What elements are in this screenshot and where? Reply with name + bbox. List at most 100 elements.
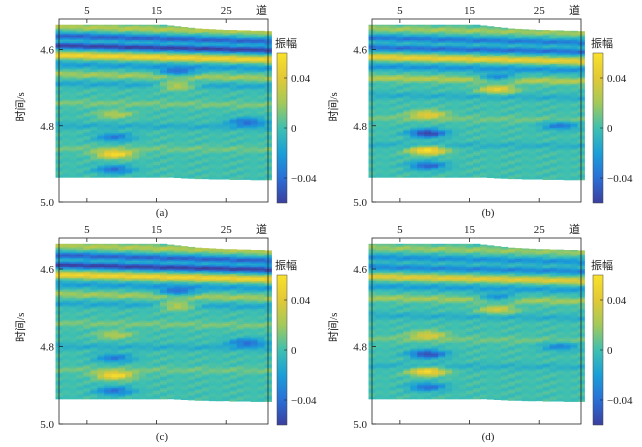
amplitude-cell: [194, 173, 203, 176]
amplitude-cell: [438, 61, 446, 64]
amplitude-cell: [187, 168, 196, 170]
amplitude-cell: [132, 65, 140, 68]
amplitude-cell: [452, 43, 460, 45]
amplitude-cell: [76, 87, 84, 90]
amplitude-cell: [473, 59, 481, 62]
amplitude-cell: [194, 100, 203, 103]
amplitude-cell: [90, 102, 98, 105]
amplitude-cell: [83, 151, 91, 154]
amplitude-cell: [62, 102, 70, 105]
amplitude-cell: [257, 149, 265, 152]
amplitude-cell: [194, 126, 203, 129]
amplitude-cell: [424, 165, 432, 167]
amplitude-cell: [257, 33, 265, 36]
amplitude-cell: [83, 119, 91, 122]
amplitude-cell: [97, 70, 105, 73]
amplitude-cell: [445, 79, 453, 82]
amplitude-cell: [396, 55, 404, 58]
amplitude-cell: [431, 52, 439, 55]
amplitude-cell: [173, 129, 182, 132]
amplitude-cell: [153, 58, 161, 61]
amplitude-cell: [479, 36, 488, 39]
amplitude-cell: [180, 46, 189, 49]
amplitude-cell: [76, 172, 84, 175]
amplitude-cell: [257, 143, 265, 146]
amplitude-cell: [389, 91, 397, 94]
amplitude-cell: [139, 175, 147, 178]
amplitude-cell: [438, 68, 446, 71]
amplitude-cell: [215, 72, 224, 75]
amplitude-cell: [222, 34, 231, 37]
amplitude-cell: [445, 155, 453, 158]
amplitude-cell: [243, 120, 251, 123]
amplitude-cell: [389, 132, 397, 135]
amplitude-cell: [90, 97, 98, 100]
amplitude-cell: [452, 56, 460, 59]
amplitude-cell: [173, 123, 182, 126]
amplitude-cell: [166, 162, 175, 165]
amplitude-cell: [125, 32, 133, 35]
amplitude-cell: [410, 33, 418, 36]
amplitude-cell: [173, 100, 182, 103]
amplitude-cell: [208, 49, 217, 52]
amplitude-cell: [438, 119, 446, 122]
amplitude-cell: [382, 149, 390, 152]
amplitude-cell: [479, 83, 488, 86]
amplitude-cell: [473, 166, 481, 169]
amplitude-cell: [459, 140, 467, 143]
amplitude-cell: [83, 36, 91, 39]
amplitude-cell: [473, 52, 481, 55]
amplitude-cell: [76, 73, 84, 76]
amplitude-cell: [486, 100, 495, 103]
amplitude-cell: [479, 135, 488, 138]
amplitude-cell: [493, 43, 502, 46]
amplitude-cell: [250, 78, 258, 81]
amplitude-cell: [194, 42, 203, 45]
amplitude-cell: [83, 39, 91, 42]
amplitude-cell: [452, 46, 460, 48]
amplitude-cell: [90, 104, 98, 106]
amplitude-cell: [118, 131, 126, 134]
amplitude-cell: [424, 143, 432, 146]
amplitude-cell: [438, 87, 446, 90]
amplitude-cell: [403, 149, 411, 152]
amplitude-cell: [438, 32, 446, 35]
amplitude-cell: [166, 95, 175, 98]
amplitude-cell: [166, 94, 175, 97]
amplitude-cell: [236, 80, 245, 83]
amplitude-cell: [250, 131, 258, 134]
amplitude-cell: [146, 26, 154, 29]
amplitude-cell: [229, 103, 238, 106]
amplitude-cell: [180, 164, 189, 167]
amplitude-cell: [389, 90, 397, 93]
amplitude-cell: [118, 110, 126, 113]
amplitude-cell: [222, 40, 231, 43]
amplitude-cell: [76, 94, 84, 97]
amplitude-cell: [153, 100, 161, 103]
amplitude-cell: [403, 58, 411, 61]
amplitude-cell: [166, 165, 175, 168]
amplitude-cell: [160, 102, 168, 105]
amplitude-cell: [160, 90, 168, 93]
amplitude-cell: [424, 64, 432, 67]
amplitude-cell: [222, 153, 231, 156]
amplitude-cell: [375, 24, 383, 27]
amplitude-cell: [104, 169, 112, 172]
amplitude-cell: [410, 142, 418, 145]
amplitude-cell: [139, 44, 147, 47]
amplitude-cell: [222, 132, 231, 135]
amplitude-cell: [438, 73, 446, 76]
amplitude-cell: [396, 152, 404, 155]
amplitude-cell: [479, 46, 488, 49]
amplitude-cell: [431, 104, 439, 106]
amplitude-cell: [208, 62, 217, 65]
amplitude-cell: [90, 126, 98, 129]
amplitude-cell: [466, 102, 474, 105]
amplitude-cell: [438, 105, 446, 108]
amplitude-cell: [403, 160, 411, 163]
amplitude-cell: [459, 168, 467, 170]
amplitude-cell: [187, 165, 196, 167]
amplitude-cell: [438, 140, 446, 143]
amplitude-cell: [132, 155, 140, 158]
amplitude-cell: [153, 149, 161, 152]
